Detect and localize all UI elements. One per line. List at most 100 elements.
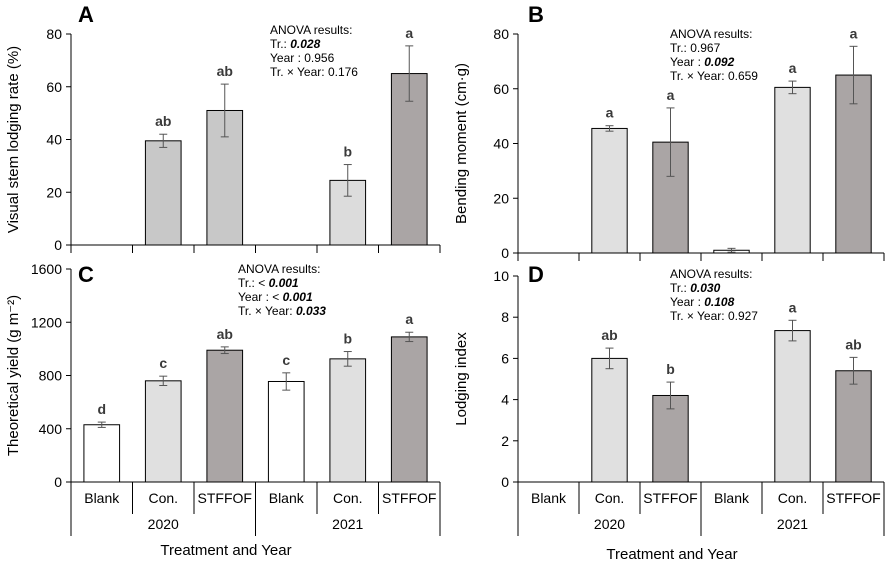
anova-line: Year : 0.092 — [670, 55, 735, 69]
x-axis-title-left: Treatment and Year — [160, 542, 291, 559]
x-category-label: STFFOF — [198, 490, 252, 506]
year-group-label: 2021 — [332, 516, 363, 532]
bar-con-2020 — [591, 127, 628, 254]
year-group-label: 2020 — [148, 516, 179, 532]
anova-line: Tr. × Year: 0.927 — [670, 309, 758, 323]
y-tick-label: 0 — [501, 245, 509, 261]
bar-stffof-2021 — [835, 74, 872, 254]
anova-term: Tr.: — [670, 41, 690, 55]
anova-line: Year : 0.108 — [670, 295, 735, 309]
y-axis-label: Bending moment (cm·g) — [453, 63, 470, 224]
anova-p-value: 0.030 — [690, 281, 720, 295]
significance-letter: c — [159, 355, 167, 371]
bar-blank-2020 — [83, 424, 121, 483]
anova-term: Tr.: — [270, 37, 290, 51]
anova-term: Tr.: < — [238, 276, 269, 290]
error-bar — [343, 351, 352, 367]
anova-term: ANOVA results: — [270, 23, 352, 37]
error-bar — [343, 164, 352, 197]
anova-p-value: 0.092 — [704, 55, 734, 69]
error-bar — [282, 372, 291, 391]
anova-term: Year : — [270, 51, 304, 65]
bar-con-2021 — [774, 86, 811, 254]
anova-term: ANOVA results: — [670, 267, 752, 281]
anova-annotation: ANOVA results:Tr.: 0.030 Year : 0.108Tr.… — [670, 267, 758, 323]
error-bar — [159, 133, 168, 148]
y-tick-label: 40 — [46, 132, 62, 148]
y-tick-label: 1200 — [31, 314, 62, 330]
x-category-label: Con. — [148, 490, 178, 506]
bar-stffof-2021 — [835, 370, 872, 483]
anova-p-value: 0.967 — [690, 41, 720, 55]
anova-line: ANOVA results: — [238, 262, 320, 276]
x-category-label: Con. — [333, 490, 363, 506]
error-bar — [849, 45, 858, 105]
anova-p-value: 0.659 — [728, 69, 758, 83]
significance-letter: b — [343, 144, 352, 160]
significance-letter: ab — [217, 63, 233, 79]
anova-term: Year : — [670, 295, 704, 309]
significance-letter: a — [789, 60, 797, 76]
y-tick-label: 6 — [501, 350, 509, 366]
bar-con-2020 — [591, 357, 628, 483]
error-bar — [405, 45, 414, 102]
anova-line: Tr.: < 0.001 — [238, 276, 299, 290]
y-tick-label: 1600 — [31, 261, 62, 277]
error-bar — [727, 247, 736, 253]
x-category-label: Con. — [595, 490, 625, 506]
anova-p-value: 0.108 — [704, 295, 734, 309]
y-axis-label: Lodging index — [453, 332, 470, 426]
x-category-label: Blank — [531, 490, 567, 506]
x-category-label: Blank — [269, 490, 305, 506]
error-bar — [666, 107, 675, 177]
anova-line: ANOVA results: — [270, 23, 352, 37]
panel-B: B 0 20 40 60 80 Bending moment (cm·g) a a a a ANOVA… — [453, 2, 885, 261]
anova-line: Tr. × Year: 0.659 — [670, 69, 758, 83]
significance-letter: ab — [845, 336, 861, 352]
y-tick-label: 60 — [46, 79, 62, 95]
anova-term: Tr. × Year: — [270, 65, 328, 79]
x-category-label: STFFOF — [382, 490, 436, 506]
significance-letter: a — [606, 105, 614, 121]
anova-term: ANOVA results: — [670, 27, 752, 41]
error-bar — [97, 421, 106, 428]
anova-p-value: 0.028 — [290, 37, 320, 51]
bar-con-2021 — [774, 330, 811, 483]
anova-term: Tr. × Year: — [670, 309, 728, 323]
y-tick-label: 10 — [493, 268, 509, 284]
year-group-label: 2020 — [594, 516, 625, 532]
significance-letter: a — [667, 87, 675, 103]
y-tick-label: 60 — [493, 81, 509, 97]
significance-letter: ab — [601, 327, 617, 343]
x-category-label: Con. — [778, 490, 808, 506]
anova-line: Tr.: 0.967 — [670, 41, 721, 55]
error-bar — [220, 83, 229, 138]
significance-letter: c — [282, 352, 290, 368]
anova-p-value: 0.956 — [304, 51, 334, 65]
significance-letter: a — [789, 299, 797, 315]
anova-annotation: ANOVA results:Tr.: < 0.001 Year : < 0.00… — [238, 262, 326, 318]
bar-blank-2021 — [267, 380, 305, 483]
bar-con-2020 — [144, 140, 182, 246]
anova-line: Tr. × Year: 0.033 — [238, 304, 326, 318]
panel-letter: B — [528, 2, 544, 27]
y-tick-label: 0 — [54, 237, 62, 253]
error-bar — [605, 347, 614, 370]
error-bar — [605, 125, 614, 132]
year-group-label: 2021 — [777, 516, 808, 532]
significance-letter: b — [343, 331, 352, 347]
y-tick-label: 80 — [493, 26, 509, 42]
error-bar — [405, 331, 414, 343]
y-tick-label: 4 — [501, 392, 509, 408]
anova-term: Tr. × Year: — [670, 69, 728, 83]
y-tick-label: 2 — [501, 433, 509, 449]
bar-stffof-2021 — [390, 73, 428, 246]
error-bar — [159, 375, 168, 386]
bar-con-2020 — [144, 380, 182, 483]
panel-letter: D — [528, 262, 544, 287]
significance-letter: a — [405, 25, 413, 41]
anova-line: Year : 0.956 — [270, 51, 335, 65]
bar-con-2021 — [329, 358, 367, 483]
significance-letter: a — [405, 311, 413, 327]
